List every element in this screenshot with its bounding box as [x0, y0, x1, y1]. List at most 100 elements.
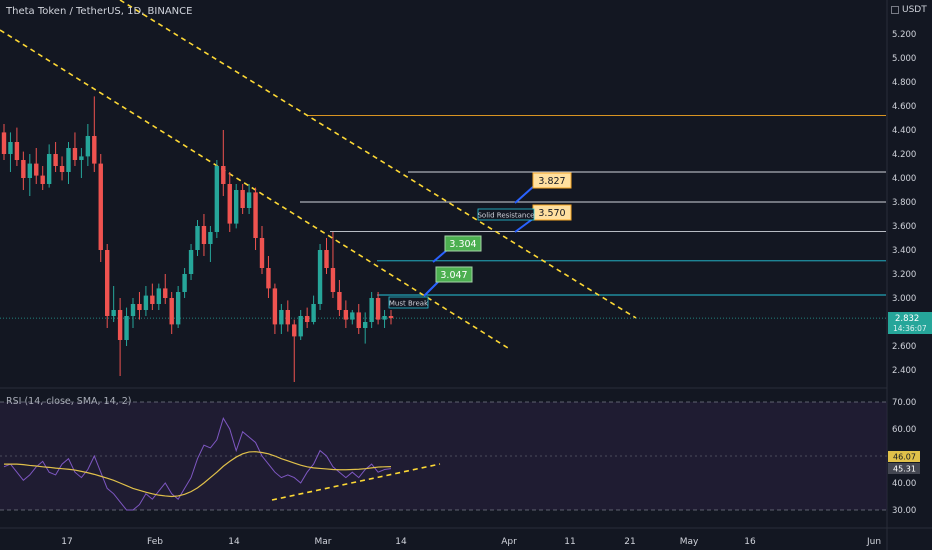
- candle-body: [130, 304, 136, 316]
- candle-body: [304, 316, 310, 322]
- candle-body: [298, 316, 303, 337]
- callout-3304[interactable]: 3.304: [432, 235, 482, 263]
- lower-trendline[interactable]: [0, 29, 509, 349]
- candle-body: [92, 136, 97, 164]
- candle-body: [137, 304, 142, 310]
- time-tick-label: Mar: [315, 537, 332, 547]
- rsi-tick-label: 60.00: [892, 425, 916, 435]
- candle-body: [40, 175, 45, 184]
- candle-body: [169, 298, 174, 325]
- candle-body: [221, 166, 226, 184]
- candle-body: [272, 288, 278, 325]
- candle-body: [163, 288, 168, 298]
- candle-body: [117, 310, 123, 340]
- candle-body: [208, 232, 213, 244]
- candle-body: [330, 268, 336, 292]
- candle-body: [311, 304, 316, 322]
- price-tick-label: 3.000: [892, 294, 916, 304]
- candle-body: [66, 148, 71, 172]
- candle-body: [388, 316, 394, 319]
- time-axis[interactable]: 17 Feb 14 Mar 14 Apr 11 21 May 16 Jun: [61, 537, 881, 547]
- candle-body: [356, 312, 361, 328]
- candle-body: [59, 166, 65, 172]
- callout-3827[interactable]: 3.827: [514, 172, 572, 204]
- candle-body: [105, 250, 110, 316]
- symbol-title[interactable]: Theta Token / TetherUS, 1D, BINANCE: [6, 6, 193, 17]
- price-tick-label: 4.000: [892, 174, 916, 184]
- candle-body: [266, 268, 271, 289]
- rsi-value-text: 45.31: [893, 465, 916, 474]
- candles: [1, 96, 394, 382]
- time-tick-label: 14: [395, 537, 407, 547]
- rsi-value-badge: 45.31: [888, 463, 920, 474]
- callout-text: 3.047: [440, 270, 467, 281]
- time-tick-label: 21: [624, 537, 635, 547]
- candle-body: [292, 324, 297, 337]
- candle-body: [285, 310, 290, 325]
- time-tick-label: 11: [564, 537, 575, 547]
- candle-body: [46, 154, 52, 184]
- callout-box: [444, 235, 482, 252]
- candle-body: [227, 184, 232, 224]
- currency-selector[interactable]: USDT: [891, 5, 927, 15]
- rsi-title[interactable]: RSI (14, close, SMA, 14, 2): [6, 396, 132, 407]
- upper-trendline[interactable]: [119, 0, 637, 319]
- currency-box-icon: [891, 5, 899, 14]
- candle-body: [150, 295, 155, 304]
- candle-body: [34, 163, 39, 176]
- rsi-band-fill: [0, 402, 887, 510]
- candle-body: [259, 238, 265, 268]
- candle-body: [369, 298, 374, 322]
- candle-body: [72, 148, 78, 160]
- callout-box: [435, 266, 473, 283]
- candle-body: [53, 154, 58, 166]
- candle-body: [253, 192, 258, 238]
- rsi-sma-line[interactable]: [4, 451, 392, 498]
- candle-body: [214, 166, 220, 232]
- callout-text: 3.304: [449, 239, 476, 250]
- candle-body: [375, 298, 381, 320]
- rsi-sma-badge: 46.07: [888, 451, 920, 462]
- last-price-text: 2.832: [895, 314, 919, 324]
- rsi-line[interactable]: [3, 416, 392, 511]
- must-break-label[interactable]: Must Break: [388, 296, 429, 309]
- callout-3047[interactable]: 3.047: [423, 266, 473, 297]
- candle-body: [234, 190, 239, 224]
- time-tick-label: Apr: [501, 537, 517, 547]
- callout-text: 3.827: [538, 176, 565, 187]
- time-tick-label: 17: [61, 537, 72, 547]
- countdown-text: 14:36:07: [893, 324, 927, 333]
- candle-body: [240, 190, 245, 208]
- callout-pointer: [432, 249, 448, 263]
- price-axis[interactable]: 5.200 5.000 4.800 4.600 4.400 4.200 4.000 3.800…: [892, 30, 916, 376]
- candle-body: [343, 310, 349, 320]
- price-tick-label: 4.800: [892, 78, 916, 88]
- candle-body: [156, 288, 161, 304]
- annotation-text: Solid Resistance: [477, 212, 534, 220]
- candle-body: [246, 192, 252, 208]
- trend-lines: [0, 0, 637, 501]
- solid-resistance-label[interactable]: Solid Resistance: [477, 208, 535, 221]
- time-tick-label: 14: [228, 537, 240, 547]
- price-tick-label: 4.200: [892, 150, 916, 160]
- horizontal-levels: [300, 115, 886, 296]
- currency-label: USDT: [902, 5, 927, 15]
- rsi-tick-label: 40.00: [892, 479, 916, 489]
- candle-body: [324, 250, 329, 268]
- candle-body: [8, 142, 13, 154]
- price-tick-label: 3.400: [892, 246, 916, 256]
- candle-body: [124, 316, 129, 340]
- time-tick-label: Feb: [147, 537, 163, 547]
- rsi-trendline[interactable]: [271, 463, 441, 501]
- rsi-sma-badge-bg: [888, 451, 920, 462]
- callout-text: 3.570: [538, 208, 565, 219]
- price-tick-label: 2.400: [892, 366, 916, 376]
- price-tick-label: 3.800: [892, 198, 916, 208]
- price-tick-label: 4.600: [892, 102, 916, 112]
- callout-box: [532, 172, 572, 189]
- callout-pointer: [514, 185, 535, 204]
- price-tick-label: 5.000: [892, 54, 916, 64]
- candle-body: [1, 132, 7, 154]
